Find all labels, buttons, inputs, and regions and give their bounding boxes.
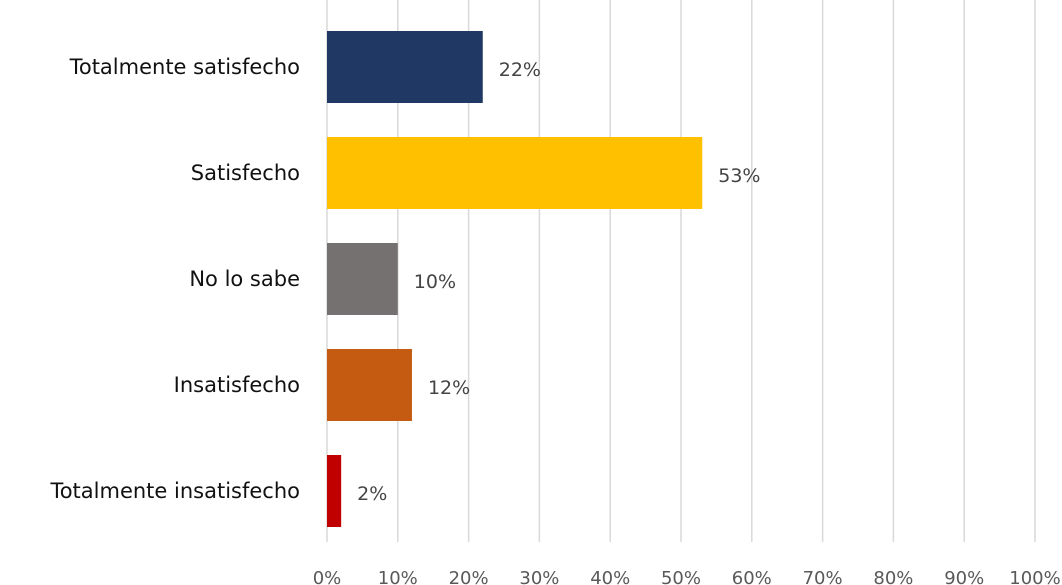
category-label: Satisfecho xyxy=(191,161,300,185)
x-tick-label: 80% xyxy=(873,568,913,585)
x-axis-ticks: 0% 10% 20% 30% 40% 50% 60% 70% 80% 90% 100% xyxy=(313,568,1061,585)
x-tick-label: 10% xyxy=(378,568,418,585)
category-label: Insatisfecho xyxy=(174,373,300,397)
data-label: 2% xyxy=(357,483,387,505)
category-label: Totalmente insatisfecho xyxy=(49,479,300,503)
data-label: 10% xyxy=(414,271,456,293)
x-tick-label: 100% xyxy=(1009,568,1060,585)
x-tick-label: 30% xyxy=(519,568,559,585)
data-label: 53% xyxy=(718,165,760,187)
bars xyxy=(327,31,703,527)
data-label: 22% xyxy=(499,59,541,81)
category-labels: Totalmente satisfecho Satisfecho No lo sab… xyxy=(49,55,300,503)
x-tick-label: 40% xyxy=(590,568,630,585)
bar xyxy=(327,243,398,315)
x-tick-label: 0% xyxy=(313,568,342,585)
bar xyxy=(327,455,342,527)
x-tick-label: 70% xyxy=(803,568,843,585)
category-label: Totalmente satisfecho xyxy=(69,55,300,79)
data-labels: 22% 53% 10% 12% 2% xyxy=(357,59,760,505)
x-tick-label: 20% xyxy=(449,568,489,585)
x-tick-label: 90% xyxy=(944,568,984,585)
data-label: 12% xyxy=(428,377,470,399)
x-tick-label: 50% xyxy=(661,568,701,585)
bar xyxy=(327,137,703,209)
category-label: No lo sabe xyxy=(189,267,300,291)
bar xyxy=(327,31,483,103)
x-tick-label: 60% xyxy=(732,568,772,585)
bar xyxy=(327,349,412,421)
